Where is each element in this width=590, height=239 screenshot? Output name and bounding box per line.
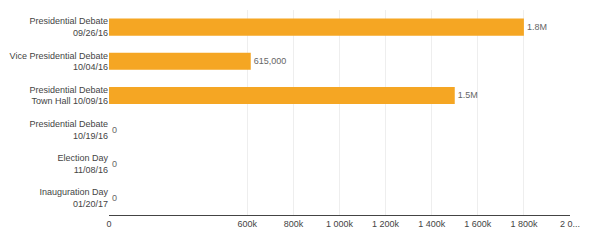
- svg-text:Inauguration Day01/20/17: Inauguration Day01/20/17: [39, 187, 108, 209]
- svg-text:Vice Presidential Debate10/04/: Vice Presidential Debate10/04/16: [10, 51, 108, 73]
- svg-text:0: 0: [106, 219, 111, 229]
- svg-text:2 0...: 2 0...: [560, 219, 580, 229]
- svg-text:1 000k: 1 000k: [326, 219, 354, 229]
- svg-text:Presidential Debate10/19/16: Presidential Debate10/19/16: [29, 119, 108, 141]
- svg-text:Presidential DebateTown Hall 1: Presidential DebateTown Hall 10/09/16: [29, 85, 108, 107]
- svg-text:1 600k: 1 600k: [464, 219, 492, 229]
- svg-text:1 400k: 1 400k: [418, 219, 446, 229]
- svg-text:0: 0: [112, 159, 117, 169]
- svg-text:1 200k: 1 200k: [372, 219, 400, 229]
- svg-text:1 800k: 1 800k: [510, 219, 538, 229]
- svg-text:800k: 800k: [284, 219, 304, 229]
- svg-text:Presidential Debate09/26/16: Presidential Debate09/26/16: [29, 16, 108, 38]
- svg-text:615,000: 615,000: [254, 56, 287, 66]
- svg-text:1.5M: 1.5M: [458, 90, 478, 100]
- svg-text:0: 0: [112, 125, 117, 135]
- svg-text:1.8M: 1.8M: [527, 22, 547, 32]
- svg-text:600k: 600k: [238, 219, 258, 229]
- svg-text:Election Day11/08/16: Election Day11/08/16: [57, 153, 108, 175]
- svg-text:0: 0: [112, 193, 117, 203]
